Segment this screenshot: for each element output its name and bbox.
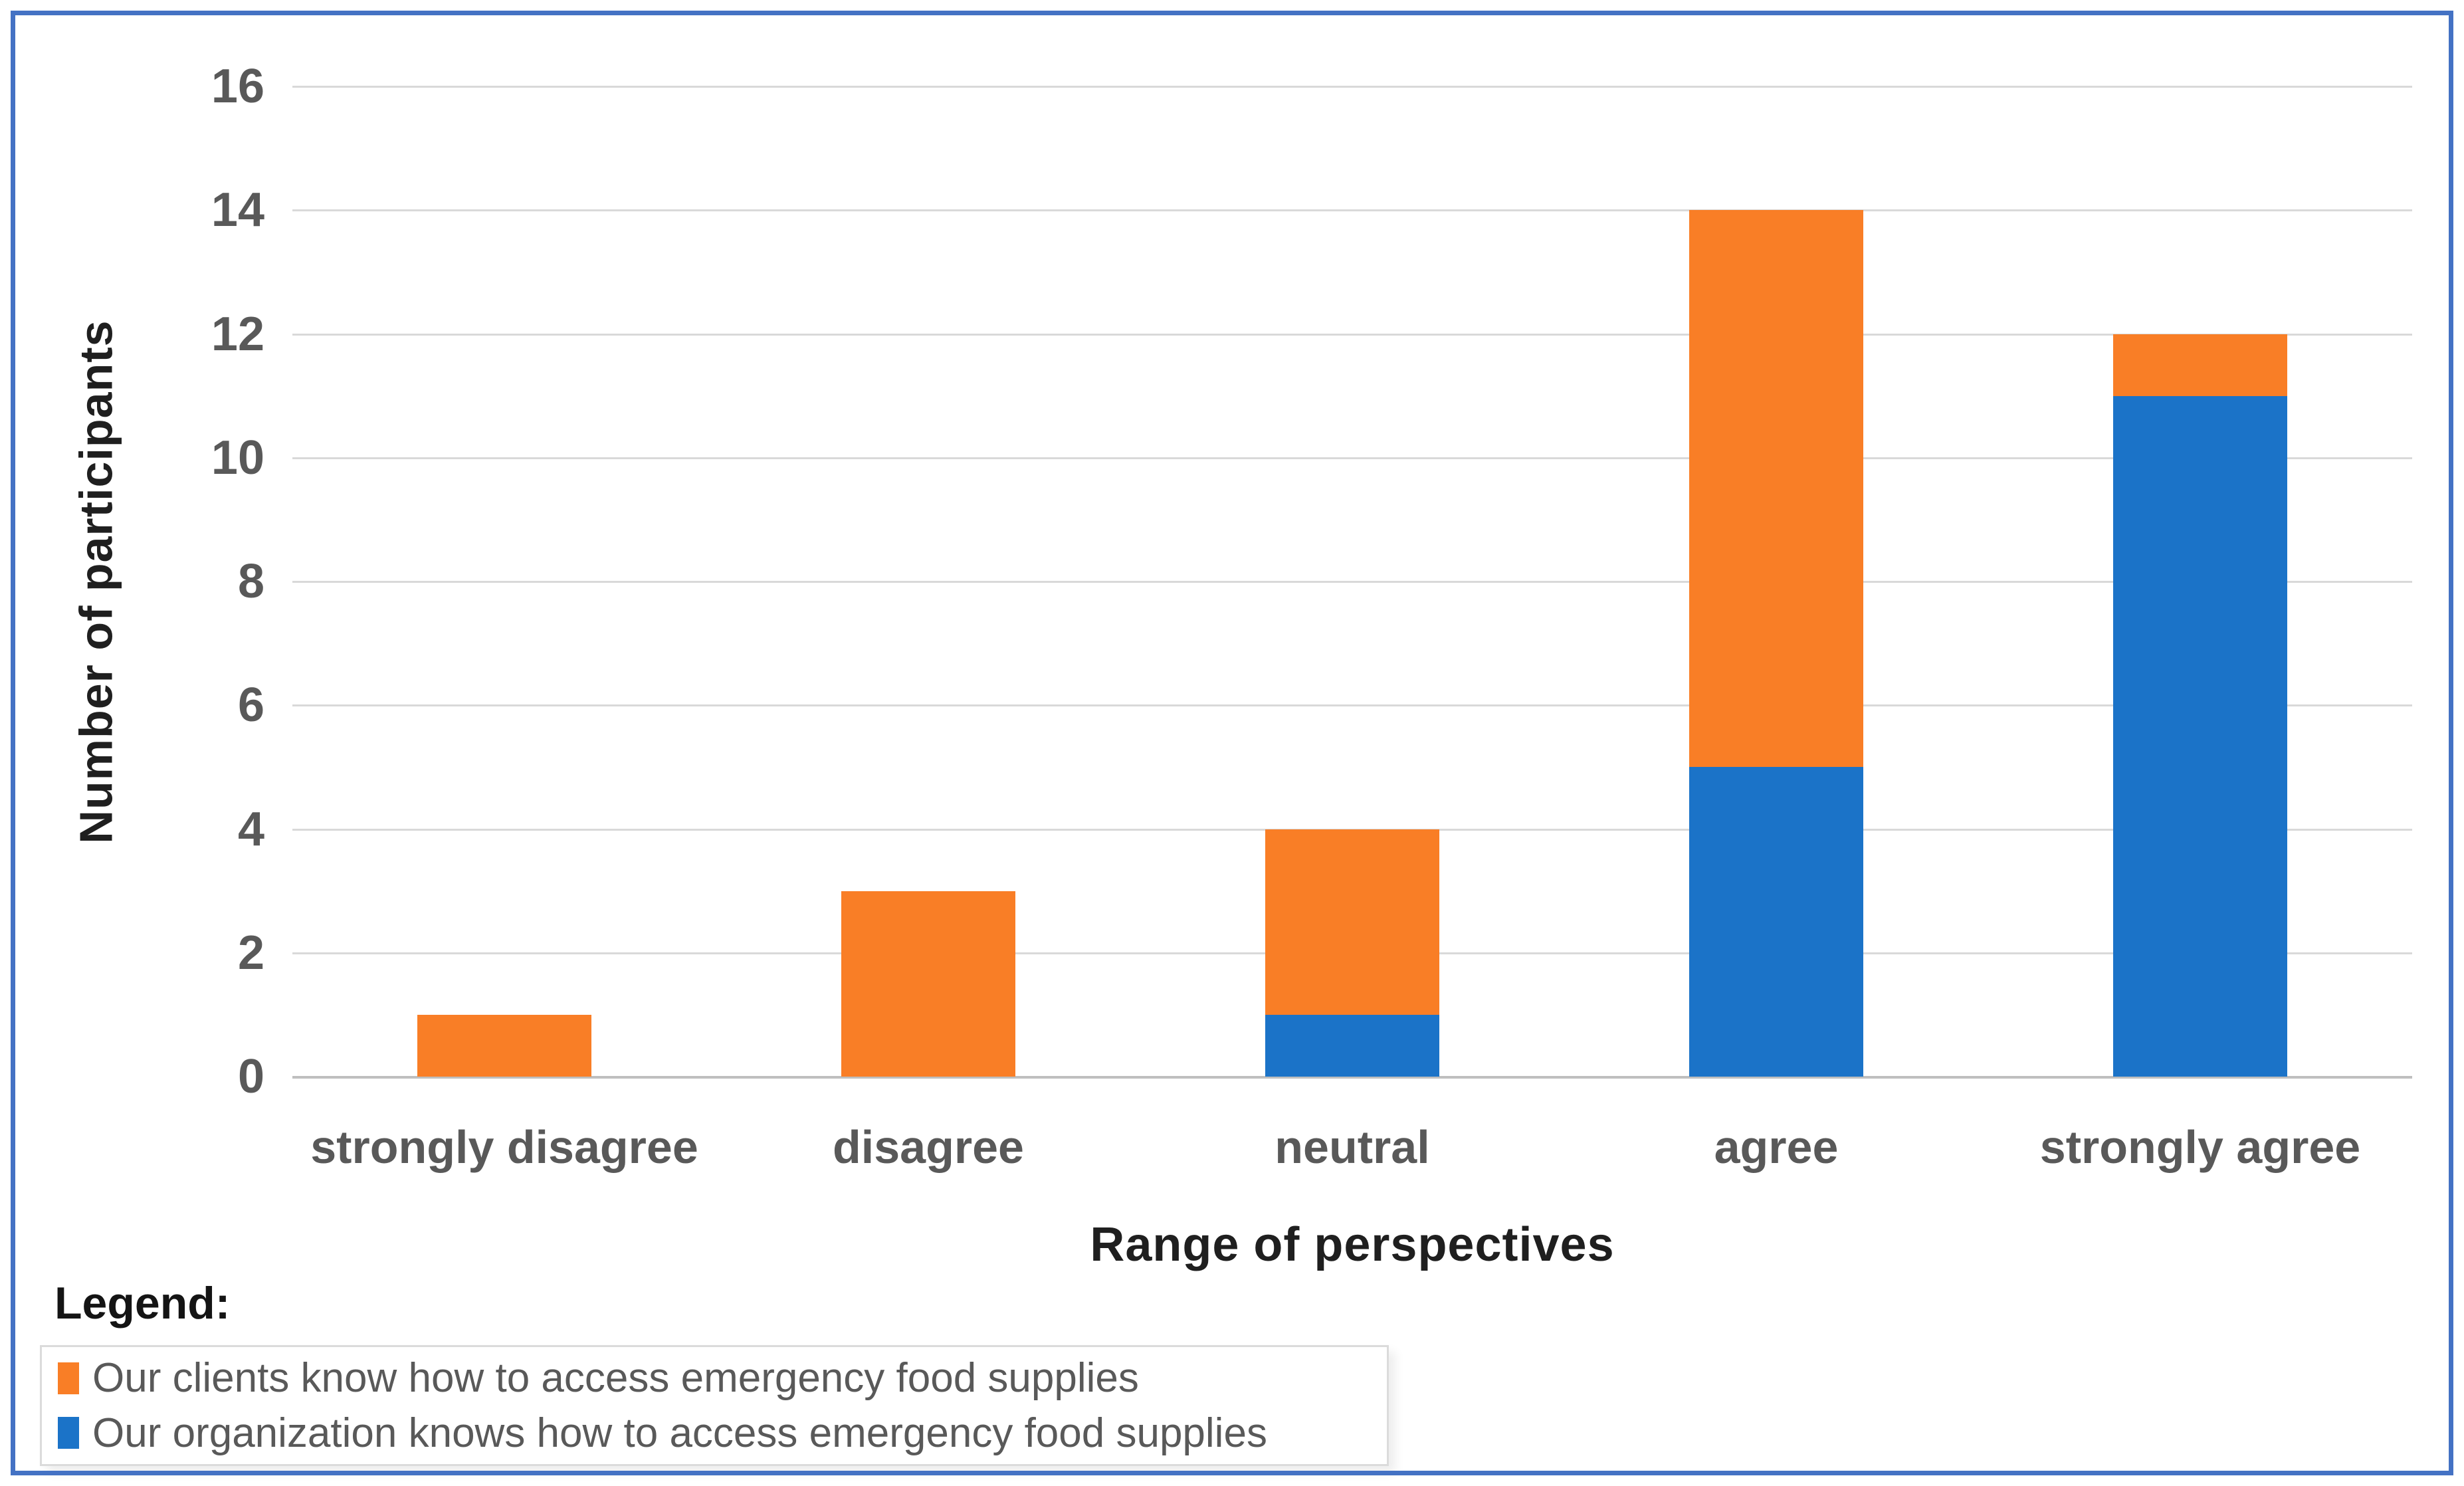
legend-swatch-organization-icon bbox=[58, 1417, 79, 1449]
y-tick-label: 14 bbox=[211, 183, 264, 237]
bar-segment-clients bbox=[841, 891, 1015, 1077]
bar-slot bbox=[1140, 86, 1564, 1077]
legend-item-organization: Our organization knows how to access eme… bbox=[58, 1410, 1387, 1457]
legend-item-label: Our organization knows how to access eme… bbox=[92, 1410, 1267, 1456]
bar-segment-organization bbox=[2113, 395, 2287, 1077]
bar-segment-clients bbox=[2113, 334, 2287, 396]
legend-heading: Legend: bbox=[54, 1278, 231, 1328]
x-tick-label: neutral bbox=[1275, 1121, 1430, 1173]
bar-segment-clients bbox=[1265, 829, 1439, 1015]
legend-swatch-clients-icon bbox=[58, 1362, 79, 1394]
bar-segment-clients bbox=[1689, 210, 1863, 768]
y-tick-label: 8 bbox=[237, 555, 264, 608]
y-tick-label: 12 bbox=[211, 307, 264, 361]
gridline bbox=[292, 209, 2412, 212]
bar-strongly-disagree bbox=[417, 86, 591, 1077]
bar-agree bbox=[1689, 86, 1863, 1077]
x-axis-title: Range of perspectives bbox=[1090, 1218, 1615, 1271]
bar-slot bbox=[716, 86, 1140, 1077]
y-tick-label: 16 bbox=[211, 60, 264, 113]
bar-slot bbox=[1988, 86, 2412, 1077]
bar-neutral bbox=[1265, 86, 1439, 1077]
bar-strongly-agree bbox=[2113, 86, 2287, 1077]
gridline bbox=[292, 581, 2412, 583]
y-tick-label: 4 bbox=[237, 802, 264, 856]
y-tick-label: 6 bbox=[237, 679, 264, 732]
bar-slot bbox=[292, 86, 716, 1077]
y-tick-label: 2 bbox=[237, 926, 264, 980]
plot-area bbox=[292, 86, 2412, 1079]
y-axis-ticks: 16 14 12 10 8 6 4 2 0 bbox=[0, 60, 264, 1103]
gridline bbox=[292, 333, 2412, 336]
legend-box: Our clients know how to access emergency… bbox=[40, 1345, 1389, 1466]
x-axis-ticks: strongly disagree disagree neutral agree str… bbox=[292, 1120, 2412, 1174]
bar-segment-organization bbox=[1265, 1014, 1439, 1077]
legend-item-clients: Our clients know how to access emergency… bbox=[58, 1354, 1387, 1402]
gridline bbox=[292, 86, 2412, 88]
bar-segment-organization bbox=[1689, 767, 1863, 1077]
legend-item-label: Our clients know how to access emergency… bbox=[92, 1355, 1139, 1402]
x-tick-label: agree bbox=[1714, 1121, 1839, 1173]
x-tick-label: disagree bbox=[833, 1121, 1024, 1173]
x-tick-label: strongly disagree bbox=[310, 1121, 698, 1173]
gridline bbox=[292, 704, 2412, 707]
bar-disagree bbox=[841, 86, 1015, 1077]
bar-slot bbox=[1564, 86, 1988, 1077]
bars-layer bbox=[292, 86, 2412, 1077]
y-tick-label: 10 bbox=[211, 431, 264, 484]
gridline bbox=[292, 457, 2412, 459]
x-tick-label: strongly agree bbox=[2039, 1121, 2361, 1173]
x-axis-line bbox=[292, 1076, 2412, 1079]
y-tick-label: 0 bbox=[237, 1050, 264, 1103]
bar-segment-clients bbox=[417, 1014, 591, 1077]
